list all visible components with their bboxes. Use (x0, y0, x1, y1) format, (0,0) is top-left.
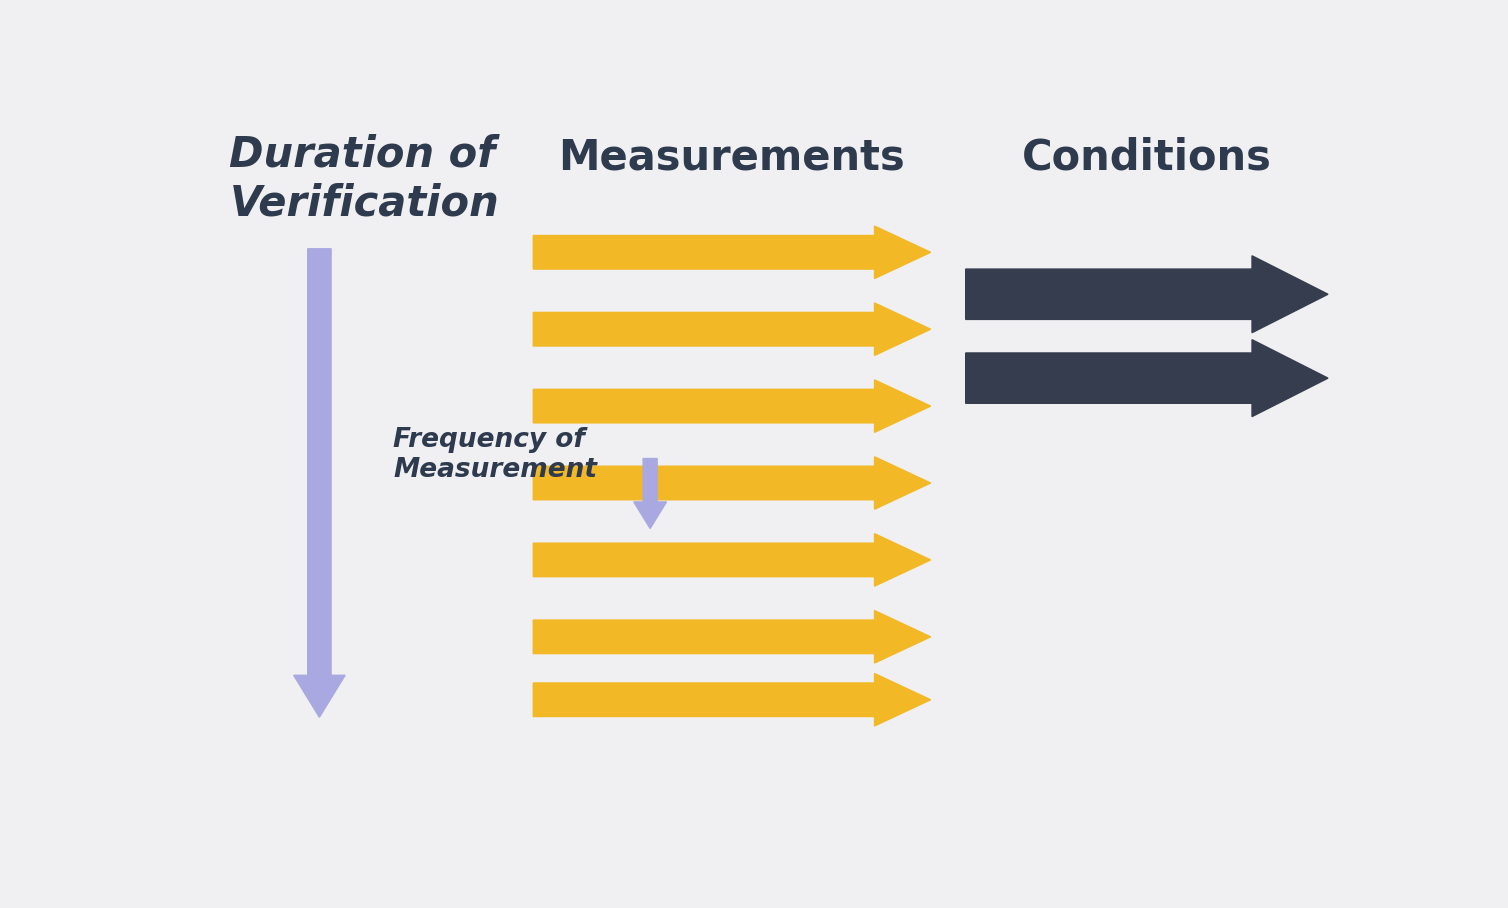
Polygon shape (633, 459, 667, 528)
Text: Duration of
Verification: Duration of Verification (229, 133, 499, 224)
Text: Measurements: Measurements (558, 137, 905, 179)
Polygon shape (534, 457, 930, 509)
Polygon shape (965, 256, 1329, 332)
Polygon shape (534, 610, 930, 663)
Polygon shape (294, 249, 345, 717)
Polygon shape (534, 674, 930, 726)
Text: Conditions: Conditions (1022, 137, 1271, 179)
Text: Frequency of
Measurement: Frequency of Measurement (394, 427, 597, 483)
Polygon shape (534, 226, 930, 279)
Polygon shape (534, 303, 930, 355)
Polygon shape (534, 534, 930, 587)
Polygon shape (534, 380, 930, 432)
Polygon shape (965, 340, 1329, 417)
